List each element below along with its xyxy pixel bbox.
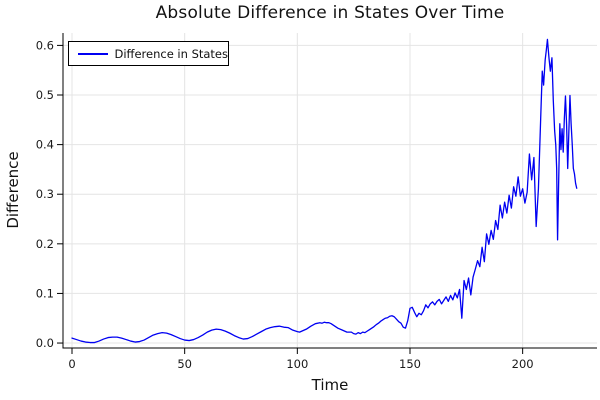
x-tick-label: 50: [177, 357, 192, 371]
y-tick-label: 0.1: [36, 286, 54, 300]
y-tick-label: 0.3: [36, 187, 54, 201]
x-tick-label: 150: [399, 357, 421, 371]
legend: Difference in States: [68, 41, 229, 66]
y-tick-label: 0.6: [36, 38, 54, 52]
y-tick-label: 0.5: [36, 88, 54, 102]
legend-label: Difference in States: [114, 46, 228, 61]
x-tick-label: 200: [512, 357, 534, 371]
y-axis-title: Difference: [4, 151, 22, 229]
y-tick-label: 0.0: [36, 336, 54, 350]
series-line: [71, 38, 578, 344]
y-tick-label: 0.2: [36, 237, 54, 251]
legend-line-sample: [78, 52, 109, 55]
x-axis-title: Time: [311, 376, 349, 394]
x-tick-label: 100: [286, 357, 308, 371]
chart-title: Absolute Difference in States Over Time: [155, 3, 505, 23]
x-tick-label: 0: [68, 357, 75, 371]
y-tick-label: 0.4: [36, 138, 54, 152]
axis-frame: [62, 33, 597, 349]
